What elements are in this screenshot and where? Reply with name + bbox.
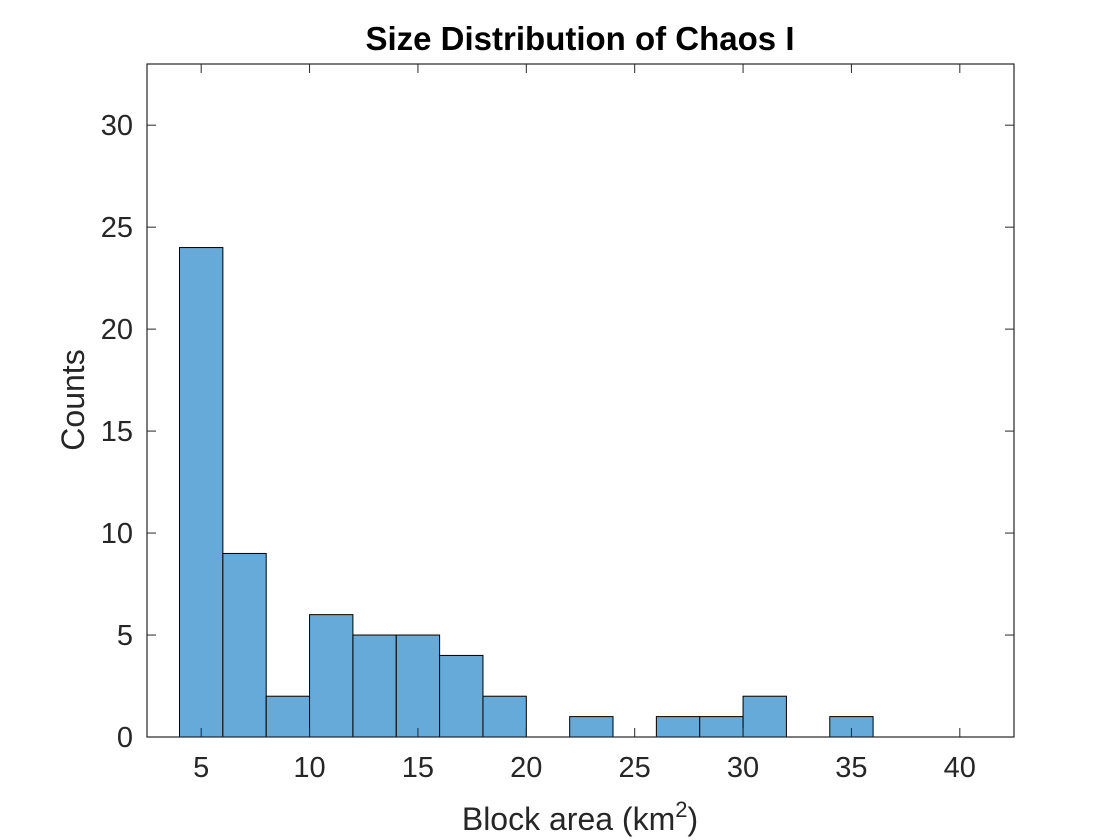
- x-tick-label: 20: [510, 752, 542, 784]
- x-axis-label: Block area (km2): [462, 797, 698, 837]
- histogram-bar: [742, 695, 787, 738]
- axes-box: [146, 63, 1015, 738]
- y-tick-label: 25: [101, 212, 133, 244]
- x-tick-label: 35: [835, 752, 867, 784]
- histogram-bar: [222, 552, 267, 738]
- y-tick-label: 10: [101, 518, 133, 550]
- x-tick-labels: 5 10 15 20 25 30 35 40: [193, 752, 976, 784]
- histogram-bar: [395, 634, 441, 738]
- chart-title: Size Distribution of Chaos I: [365, 20, 794, 57]
- histogram-bar: [179, 247, 224, 738]
- x-tick-label: 10: [293, 752, 325, 784]
- x-tick-label: 25: [619, 752, 651, 784]
- y-tick-labels: 0 5 10 15 20 25 30: [101, 110, 133, 754]
- histogram-bar: [439, 654, 484, 738]
- y-tick-label: 20: [101, 314, 133, 346]
- histogram-bar: [699, 716, 744, 738]
- histogram-bar: [655, 716, 701, 738]
- y-tick-label: 5: [117, 620, 133, 652]
- x-tick-label: 40: [944, 752, 976, 784]
- y-tick-label: 0: [117, 722, 133, 754]
- histogram-bar: [569, 716, 614, 738]
- y-tick-label: 30: [101, 110, 133, 142]
- x-tick-label: 5: [193, 752, 209, 784]
- histogram-bar: [265, 695, 311, 738]
- histogram-bar: [482, 695, 527, 738]
- y-axis-label: Counts: [55, 349, 91, 450]
- x-tick-label: 15: [402, 752, 434, 784]
- histogram-bar: [352, 634, 397, 738]
- x-tick-label: 30: [727, 752, 759, 784]
- histogram-bars: [179, 247, 874, 738]
- histogram-bar: [309, 614, 354, 738]
- y-tick-label: 15: [101, 416, 133, 448]
